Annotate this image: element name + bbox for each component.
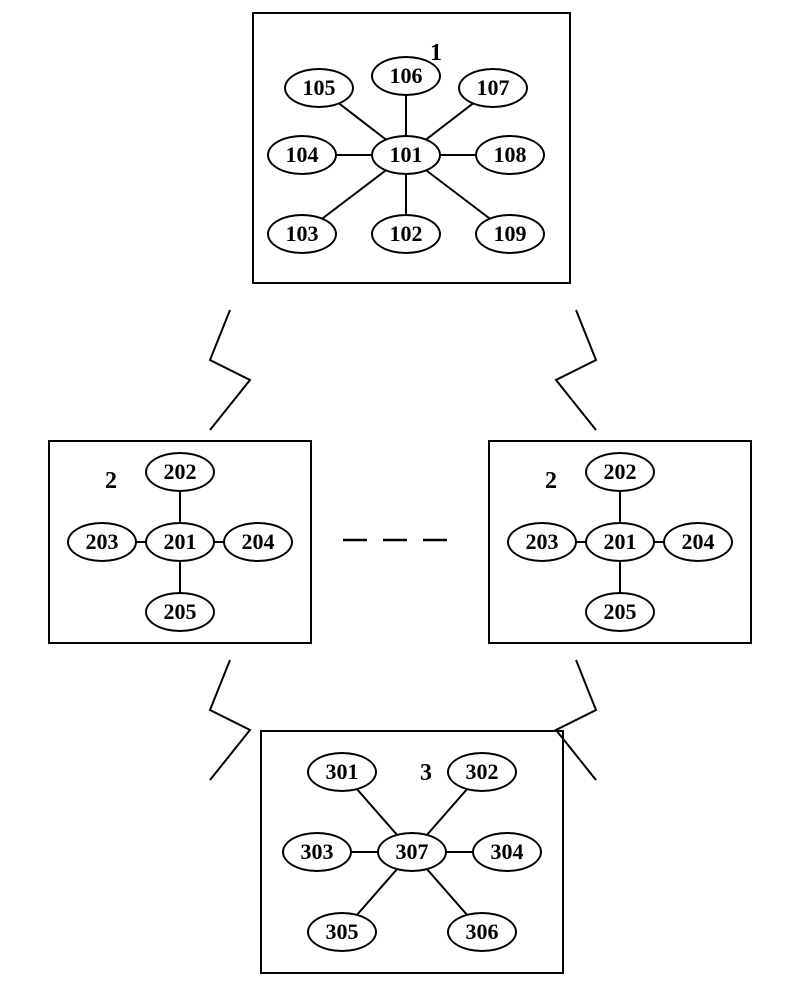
node-left-201: 201	[145, 522, 215, 562]
node-right-205: 205	[585, 592, 655, 632]
node-left-205: 205	[145, 592, 215, 632]
node-bottom-302: 302	[447, 752, 517, 792]
node-top-109: 109	[475, 214, 545, 254]
node-top-101: 101	[371, 135, 441, 175]
node-bottom-304: 304	[472, 832, 542, 872]
node-right-204: 204	[663, 522, 733, 562]
nodes-layer: 1061051071041011081031021092022032012042…	[0, 0, 804, 1000]
node-right-202: 202	[585, 452, 655, 492]
node-top-102: 102	[371, 214, 441, 254]
node-bottom-307: 307	[377, 832, 447, 872]
node-top-103: 103	[267, 214, 337, 254]
node-top-108: 108	[475, 135, 545, 175]
node-bottom-305: 305	[307, 912, 377, 952]
node-bottom-303: 303	[282, 832, 352, 872]
node-top-104: 104	[267, 135, 337, 175]
node-top-105: 105	[284, 68, 354, 108]
node-bottom-306: 306	[447, 912, 517, 952]
node-left-203: 203	[67, 522, 137, 562]
node-left-204: 204	[223, 522, 293, 562]
node-bottom-301: 301	[307, 752, 377, 792]
node-top-107: 107	[458, 68, 528, 108]
node-left-202: 202	[145, 452, 215, 492]
node-top-106: 106	[371, 56, 441, 96]
node-right-201: 201	[585, 522, 655, 562]
node-right-203: 203	[507, 522, 577, 562]
